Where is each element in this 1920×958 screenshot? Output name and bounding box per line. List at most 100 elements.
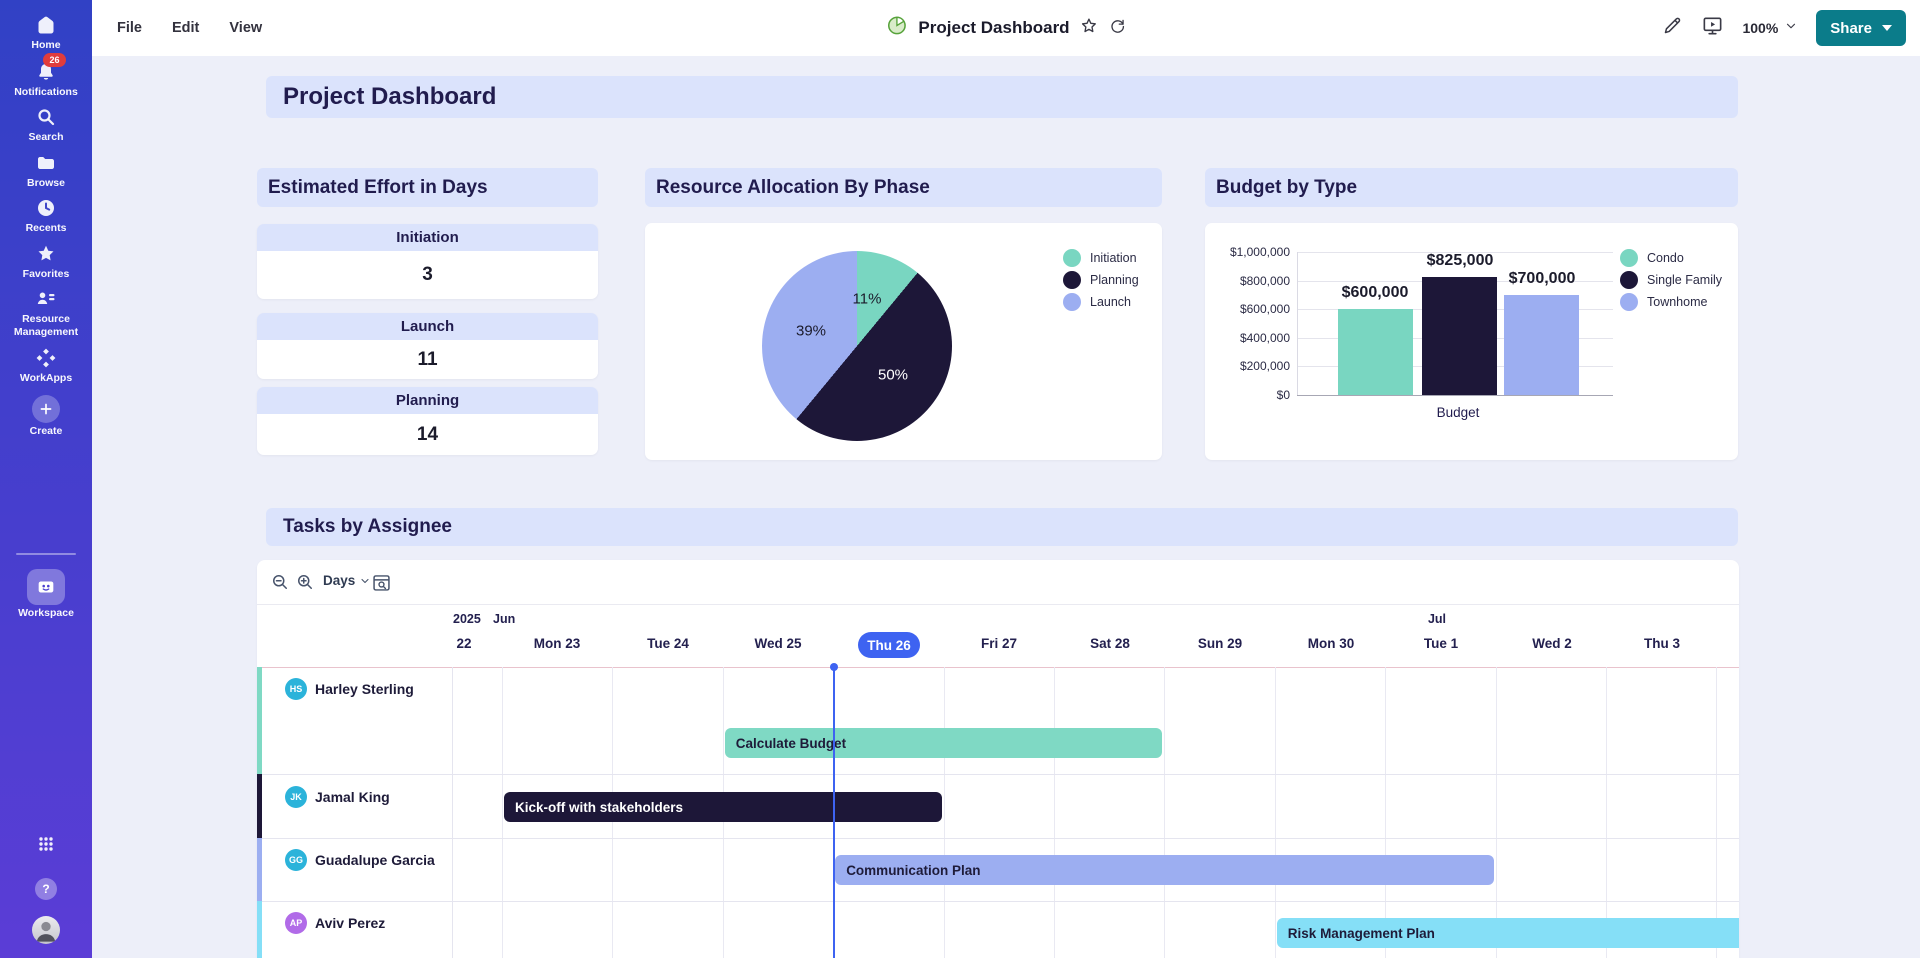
- legend-swatch: [1620, 249, 1638, 267]
- timescale-dropdown[interactable]: Days: [323, 573, 371, 588]
- sidebar-item-browse[interactable]: Browse: [0, 151, 92, 190]
- resource-management-icon: [34, 287, 58, 311]
- pie-slice-label-planning: 50%: [877, 366, 909, 384]
- gridline-vertical: [1716, 667, 1718, 958]
- timeline-day: Wed 25: [754, 636, 802, 651]
- sidebar-item-create[interactable]: Create: [0, 395, 92, 438]
- workspace-icon: [27, 569, 65, 605]
- sidebar-item-label: Workspace: [18, 607, 74, 619]
- effort-widget-title: Estimated Effort in Days: [268, 176, 488, 198]
- today-line: [833, 667, 835, 958]
- sidebar: Home 26 Notifications Search Browse Rece…: [0, 0, 92, 958]
- menu-file[interactable]: File: [117, 20, 142, 36]
- topbar: File Edit View Project Dashboard 100% Sh…: [92, 0, 1920, 56]
- legend-item: Condo: [1620, 249, 1684, 267]
- gridline: [1297, 252, 1613, 253]
- zoom-level: 100%: [1742, 20, 1779, 36]
- sidebar-item-workspace[interactable]: Workspace: [0, 569, 92, 620]
- bar-rect: [1422, 277, 1497, 395]
- gridline-vertical: [1385, 667, 1387, 958]
- share-label: Share: [1830, 19, 1872, 37]
- star-icon: [34, 242, 58, 266]
- timeline-day: Mon 23: [533, 636, 581, 651]
- legend-label: Condo: [1647, 251, 1684, 265]
- zoom-out-icon[interactable]: [270, 572, 290, 597]
- share-button[interactable]: Share: [1816, 10, 1906, 46]
- legend-item: Launch: [1063, 293, 1131, 311]
- budget-widget-header: Budget by Type: [1205, 168, 1738, 207]
- pie-slice-label-launch: 39%: [795, 322, 827, 340]
- chart-top-border: [257, 667, 1739, 668]
- legend-swatch: [1620, 271, 1638, 289]
- legend-item: Planning: [1063, 271, 1139, 289]
- metric-value: 3: [257, 251, 598, 299]
- timeline-day: Fri 27: [980, 636, 1018, 651]
- search-icon: [34, 105, 58, 129]
- gantt-widget-header: Tasks by Assignee: [266, 508, 1738, 546]
- metric-label: Launch: [257, 313, 598, 340]
- gridline-vertical: [502, 667, 503, 958]
- gridline-vertical: [1164, 667, 1166, 958]
- favorite-star-icon[interactable]: [1080, 16, 1099, 40]
- y-tick-label: $800,000: [1239, 274, 1290, 288]
- row-stripe: [257, 774, 262, 838]
- menu-view[interactable]: View: [229, 20, 263, 36]
- legend-swatch: [1063, 249, 1081, 267]
- metric-card-initiation: Initiation 3: [257, 224, 598, 299]
- sidebar-item-search[interactable]: Search: [0, 105, 92, 144]
- zoom-control[interactable]: 100%: [1742, 19, 1798, 38]
- assignee-avatar: JK: [285, 786, 307, 808]
- legend-swatch: [1620, 293, 1638, 311]
- gantt-task-bar[interactable]: Calculate Budget: [724, 728, 1163, 758]
- timeline-year: 2025: [453, 612, 481, 626]
- sidebar-item-resource-management[interactable]: Resource Management: [0, 287, 92, 339]
- gridline-horizontal: [257, 838, 1739, 839]
- calendar-search-icon[interactable]: [371, 572, 392, 598]
- allocation-widget-title: Resource Allocation By Phase: [656, 176, 930, 198]
- timeline-day: Tue 24: [647, 636, 689, 651]
- timeline-month: Jul: [1427, 612, 1447, 626]
- timeline-day: 22: [456, 636, 472, 651]
- sidebar-divider: [16, 553, 76, 555]
- refresh-icon[interactable]: [1109, 17, 1127, 40]
- timeline-day-today[interactable]: Thu 26: [858, 632, 920, 658]
- pie-slice-label-initiation: 11%: [852, 290, 882, 308]
- gantt-task-bar[interactable]: Kick-off with stakeholders: [504, 792, 942, 822]
- menu-edit[interactable]: Edit: [171, 20, 200, 36]
- bell-icon: 26: [34, 53, 66, 84]
- assignee-name: Guadalupe Garcia: [315, 852, 435, 868]
- app-grid-button[interactable]: [0, 832, 92, 856]
- sidebar-item-recents[interactable]: Recents: [0, 196, 92, 235]
- dashboard-pie-icon: [885, 14, 908, 42]
- avatar-image: [32, 916, 60, 944]
- timescale-label: Days: [323, 573, 356, 588]
- help-button[interactable]: ?: [0, 878, 92, 900]
- sidebar-item-notifications[interactable]: 26 Notifications: [0, 53, 92, 99]
- allocation-widget-header: Resource Allocation By Phase: [645, 168, 1162, 207]
- present-icon[interactable]: [1701, 14, 1724, 42]
- gridline-horizontal: [257, 901, 1739, 902]
- timeline-day: Tue 1: [1423, 636, 1459, 651]
- assignee-avatar: HS: [285, 678, 307, 700]
- legend-item: Initiation: [1063, 249, 1137, 267]
- gridline-horizontal: [257, 774, 1739, 775]
- gantt-task-bar[interactable]: Communication Plan: [835, 855, 1494, 885]
- gridline-vertical: [943, 667, 945, 958]
- legend-label: Initiation: [1090, 251, 1137, 265]
- budget-widget-title: Budget by Type: [1216, 176, 1358, 198]
- sidebar-item-label: Home: [31, 39, 61, 51]
- x-axis-line: [1297, 395, 1613, 396]
- sidebar-item-favorites[interactable]: Favorites: [0, 242, 92, 281]
- sidebar-item-label: Favorites: [22, 268, 70, 280]
- user-avatar[interactable]: [0, 916, 92, 944]
- legend-label: Townhome: [1647, 295, 1708, 309]
- bar-rect: [1338, 309, 1413, 395]
- sidebar-item-workapps[interactable]: WorkApps: [0, 346, 92, 385]
- sidebar-item-label: Browse: [27, 177, 65, 189]
- sidebar-item-home[interactable]: Home: [0, 13, 92, 52]
- edit-pencil-icon[interactable]: [1662, 15, 1683, 41]
- gantt-task-bar[interactable]: Risk Management Plan: [1276, 918, 1739, 948]
- timeline-month: Jun: [493, 612, 516, 626]
- metric-label: Planning: [257, 387, 598, 414]
- zoom-in-icon[interactable]: [295, 572, 315, 597]
